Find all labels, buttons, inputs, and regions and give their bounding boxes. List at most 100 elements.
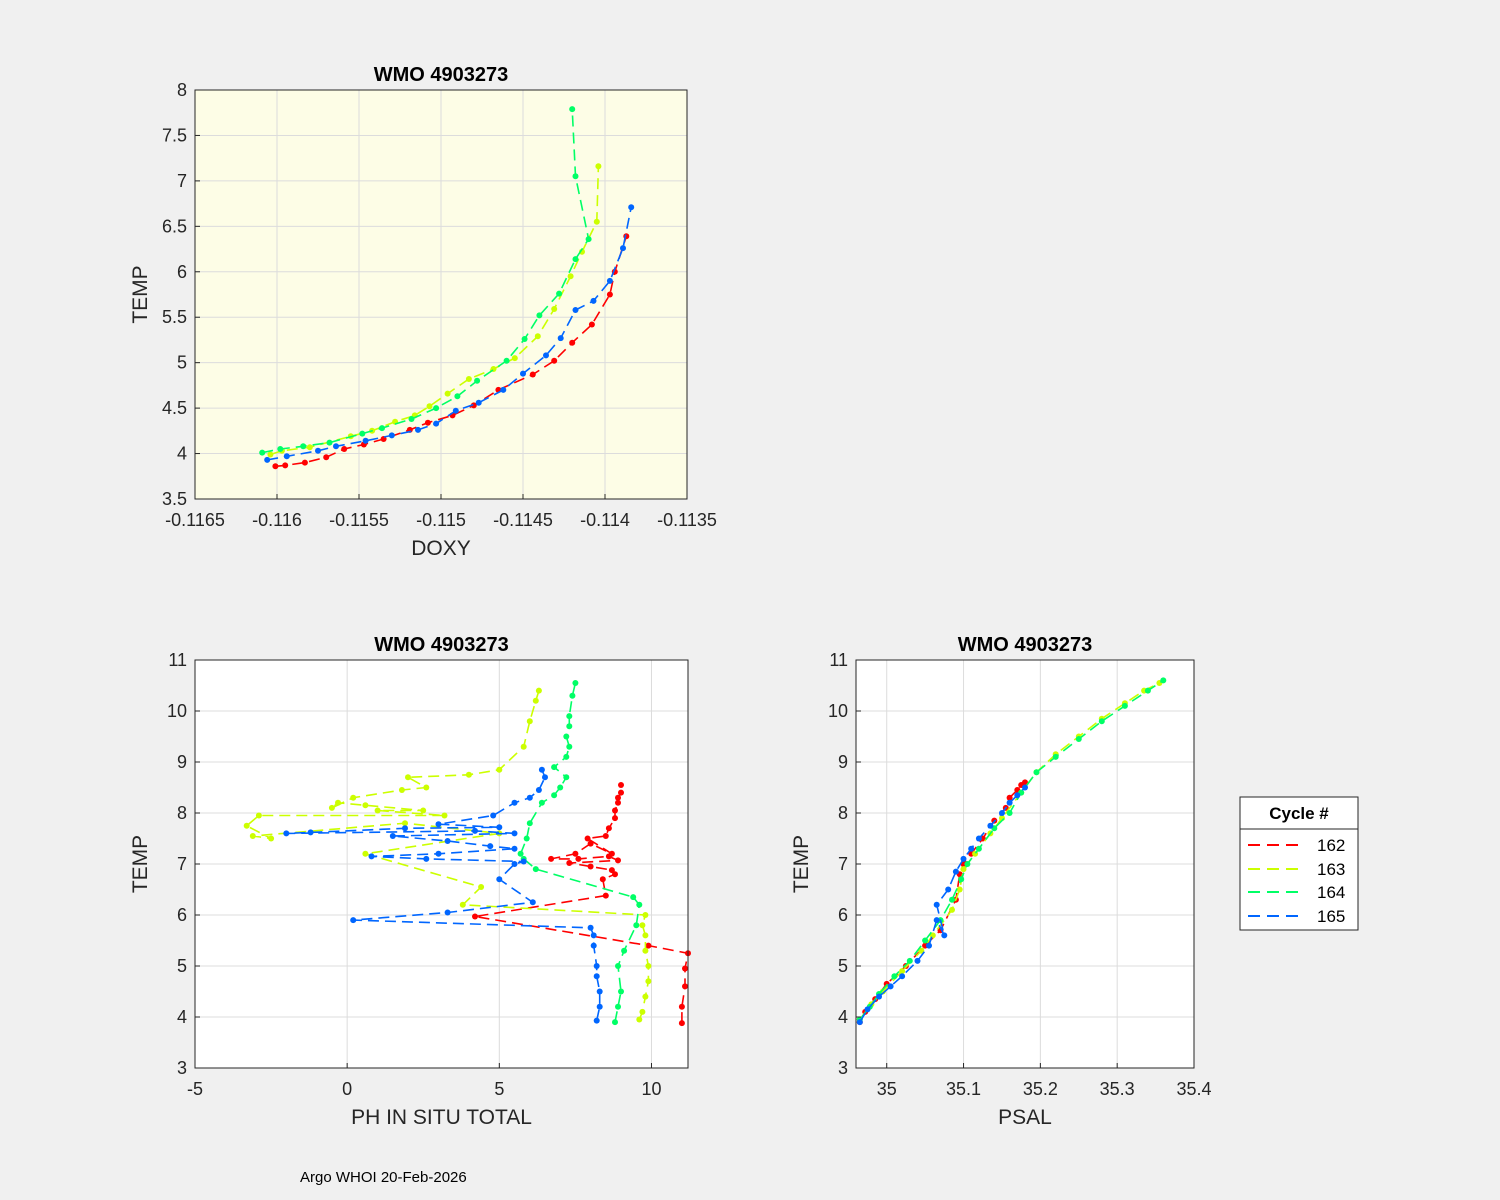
y-tick-label: 3.5 (162, 489, 187, 509)
data-point-163 (306, 444, 313, 451)
data-point-162 (608, 867, 615, 874)
data-point-164 (1098, 718, 1105, 725)
data-point-164 (1006, 810, 1013, 816)
data-point-163 (639, 1008, 646, 1015)
data-point-162 (472, 913, 478, 920)
y-tick-label: 4.5 (162, 398, 187, 418)
data-point-165 (1006, 799, 1013, 806)
y-tick-label: 6 (838, 905, 848, 925)
y-tick-label: 5 (177, 353, 187, 373)
data-point-164 (300, 443, 307, 450)
data-point-165 (941, 932, 948, 939)
data-point-165 (587, 924, 594, 931)
data-point-165 (511, 845, 518, 852)
data-point-162 (615, 799, 621, 806)
data-point-162 (566, 860, 573, 866)
data-point-163 (645, 963, 652, 969)
series-line-164 (262, 109, 590, 454)
data-point-164 (259, 449, 266, 456)
x-tick-label: -0.1135 (657, 510, 717, 530)
data-point-162 (682, 983, 688, 990)
data-point-165 (593, 963, 600, 969)
data-point-162 (341, 446, 348, 452)
data-point-165 (433, 420, 440, 427)
data-point-165 (864, 1006, 871, 1013)
data-point-165 (538, 766, 545, 773)
data-point-164 (1075, 736, 1082, 742)
y-tick-label: 5.5 (162, 307, 187, 327)
data-point-164 (1121, 702, 1128, 709)
data-point-165 (444, 838, 451, 844)
data-point-162 (612, 815, 618, 822)
data-point-163 (441, 812, 448, 819)
y-tick-label: 11 (829, 650, 848, 670)
data-point-162 (615, 857, 621, 864)
x-tick-label: -0.1155 (329, 510, 389, 530)
data-point-163 (335, 799, 341, 806)
data-point-165 (887, 983, 894, 990)
data-point-165 (968, 845, 975, 852)
legend-entry-164: 164 (1248, 883, 1345, 902)
footer-credit: Argo WHOI 20-Feb-2026 (300, 1169, 467, 1186)
data-point-165 (945, 886, 952, 893)
data-point-164 (949, 896, 955, 903)
y-tick-label: 8 (177, 803, 187, 823)
plot-title: WMO 4903273 (374, 634, 509, 656)
data-point-165 (496, 824, 503, 831)
data-point-165 (415, 426, 421, 433)
data-point-163 (249, 833, 256, 839)
data-point-162 (272, 463, 279, 470)
data-point-164 (532, 866, 539, 873)
data-point-163 (956, 886, 963, 893)
data-point-164 (906, 957, 913, 964)
x-tick-label: -0.116 (252, 510, 302, 530)
data-point-164 (618, 988, 624, 995)
data-point-164 (566, 743, 573, 750)
series-line-163 (859, 682, 1160, 1020)
data-point-162 (682, 965, 688, 972)
data-point-164 (1144, 687, 1151, 694)
data-point-165 (452, 407, 459, 414)
data-point-165 (362, 437, 369, 444)
data-point-165 (307, 829, 314, 836)
legend-entry-165: 165 (1248, 907, 1345, 926)
data-point-164 (474, 377, 481, 384)
data-point-163 (534, 333, 541, 340)
y-tick-label: 3 (838, 1058, 848, 1078)
data-point-163 (949, 906, 955, 913)
data-point-165 (435, 850, 442, 857)
data-point-165 (264, 456, 271, 463)
data-point-163 (243, 822, 250, 829)
data-point-163 (374, 807, 381, 814)
data-point-165 (402, 825, 408, 832)
data-point-162 (569, 339, 576, 346)
data-point-164 (277, 446, 284, 452)
data-point-165 (520, 370, 526, 377)
data-point-165 (914, 957, 921, 964)
x-tick-label: 35 (877, 1079, 897, 1099)
y-tick-label: 7 (177, 171, 187, 191)
data-point-162 (605, 825, 612, 832)
data-point-162 (602, 892, 609, 899)
cycle-legend: Cycle # 162 163 164 165 (1239, 796, 1359, 931)
data-point-165 (543, 352, 549, 359)
data-point-165 (283, 830, 290, 837)
y-tick-label: 10 (828, 701, 848, 721)
data-point-165 (960, 855, 967, 862)
data-point-163 (267, 451, 274, 458)
data-point-165 (899, 973, 906, 980)
data-point-164 (408, 416, 415, 422)
data-point-165 (933, 917, 940, 924)
data-point-165 (999, 810, 1005, 816)
data-point-162 (678, 1003, 685, 1010)
data-point-163 (459, 901, 466, 908)
data-point-162 (606, 291, 613, 298)
y-tick-label: 4 (177, 444, 187, 464)
data-point-165 (511, 830, 518, 837)
data-point-165 (590, 932, 597, 939)
data-point-165 (496, 876, 503, 883)
data-point-163 (526, 718, 533, 725)
x-tick-label: 0 (342, 1079, 352, 1099)
series-group (243, 680, 691, 1027)
